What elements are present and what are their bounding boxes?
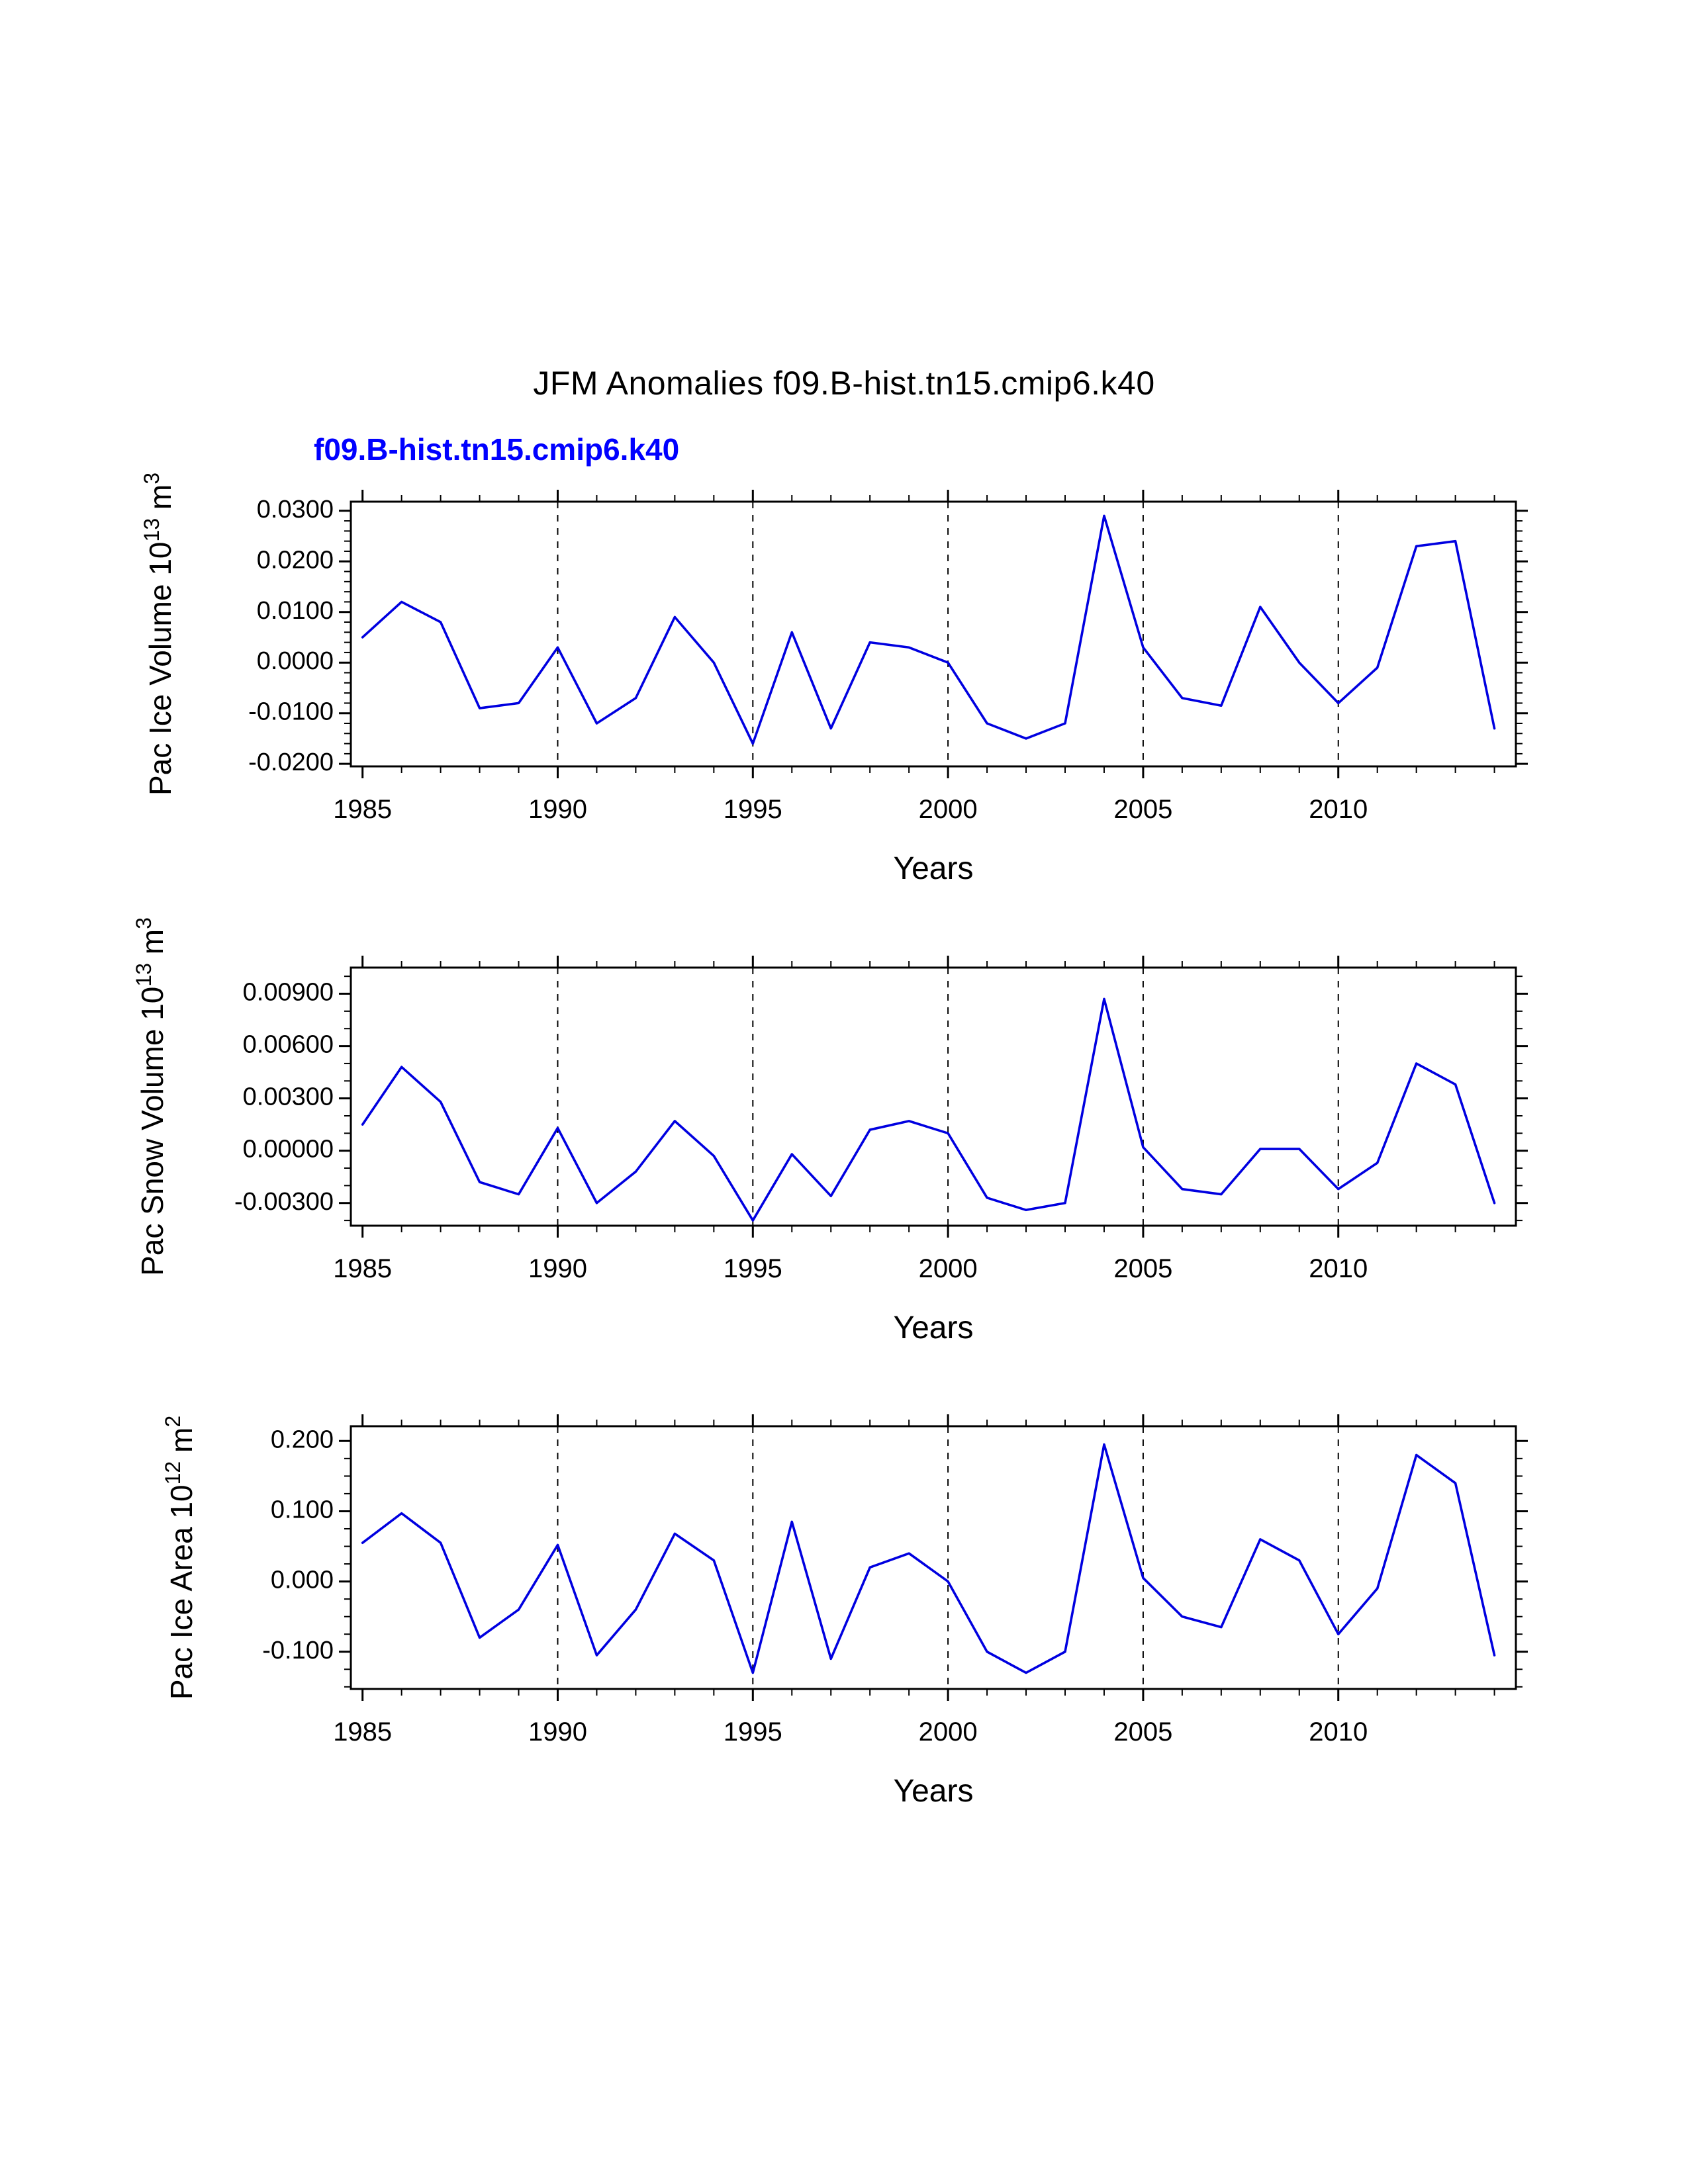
x-tick-label: 2005 <box>1113 1717 1172 1747</box>
x-tick-label: 1985 <box>333 1254 392 1283</box>
x-tick-label: 2010 <box>1309 795 1368 824</box>
y-axis-label: Pac Ice Area 1012 m2 <box>161 1416 199 1700</box>
y-tick-label: 0.0000 <box>257 647 334 675</box>
x-tick-label: 2010 <box>1309 1717 1368 1747</box>
figure-title: JFM Anomalies f09.B-hist.tn15.cmip6.k40 <box>533 365 1155 402</box>
x-tick-label: 1995 <box>724 1254 782 1283</box>
y-tick-label: 0.100 <box>271 1496 334 1524</box>
x-tick-label: 2000 <box>919 795 978 824</box>
y-tick-label: 0.0300 <box>257 496 334 523</box>
series-legend-label: f09.B-hist.tn15.cmip6.k40 <box>314 432 680 467</box>
plot-frame <box>350 1425 1517 1690</box>
panel-1: 0.0300 0.0200 0.0100 0.0000 -0.0100 -0.0200 19… <box>140 473 1528 886</box>
y-tick-label: 0.00900 <box>243 979 334 1007</box>
y-axis-label: Pac Ice Volume 1013 m3 <box>140 473 177 796</box>
x-tick-label: 1985 <box>333 1717 392 1747</box>
data-line <box>361 1443 1496 1674</box>
y-tick-label: 0.00300 <box>243 1083 334 1111</box>
x-axis-label: Years <box>894 1774 974 1809</box>
plot-frame <box>350 500 1517 768</box>
x-tick-label: 2005 <box>1113 795 1172 824</box>
y-tick-label: -0.100 <box>262 1637 334 1664</box>
y-tick-label: 0.200 <box>271 1426 334 1453</box>
plot-frame <box>350 966 1517 1227</box>
x-tick-label: 1985 <box>333 795 392 824</box>
data-line <box>361 514 1496 745</box>
x-axis-label: Years <box>894 1310 974 1345</box>
y-tick-label: -0.00300 <box>234 1188 334 1216</box>
panel-2: 0.00900 0.00600 0.00300 0.00000 -0.00300 1985… <box>132 917 1528 1345</box>
y-tick-label: 0.0200 <box>257 546 334 574</box>
x-tick-label: 2010 <box>1309 1254 1368 1283</box>
y-tick-label: 0.0100 <box>257 597 334 625</box>
x-tick-label: 1995 <box>724 1717 782 1747</box>
x-tick-label: 2000 <box>919 1717 978 1747</box>
y-tick-label: 0.00000 <box>243 1136 334 1163</box>
x-tick-label: 2000 <box>919 1254 978 1283</box>
y-tick-label: -0.0100 <box>248 698 334 726</box>
data-line <box>361 997 1496 1222</box>
y-tick-label: -0.0200 <box>248 749 334 776</box>
x-axis-label: Years <box>894 851 974 886</box>
x-tick-label: 2005 <box>1113 1254 1172 1283</box>
x-tick-label: 1990 <box>528 1717 587 1747</box>
y-tick-label: 0.00600 <box>243 1031 334 1059</box>
y-axis-label: Pac Snow Volume 1013 m3 <box>132 917 169 1276</box>
x-tick-label: 1995 <box>724 795 782 824</box>
y-tick-label: 0.000 <box>271 1567 334 1594</box>
x-tick-label: 1990 <box>528 795 587 824</box>
x-tick-label: 1990 <box>528 1254 587 1283</box>
panel-3: 0.200 0.100 0.000 -0.100 1985 1990 1995 2000 200… <box>161 1414 1528 1809</box>
